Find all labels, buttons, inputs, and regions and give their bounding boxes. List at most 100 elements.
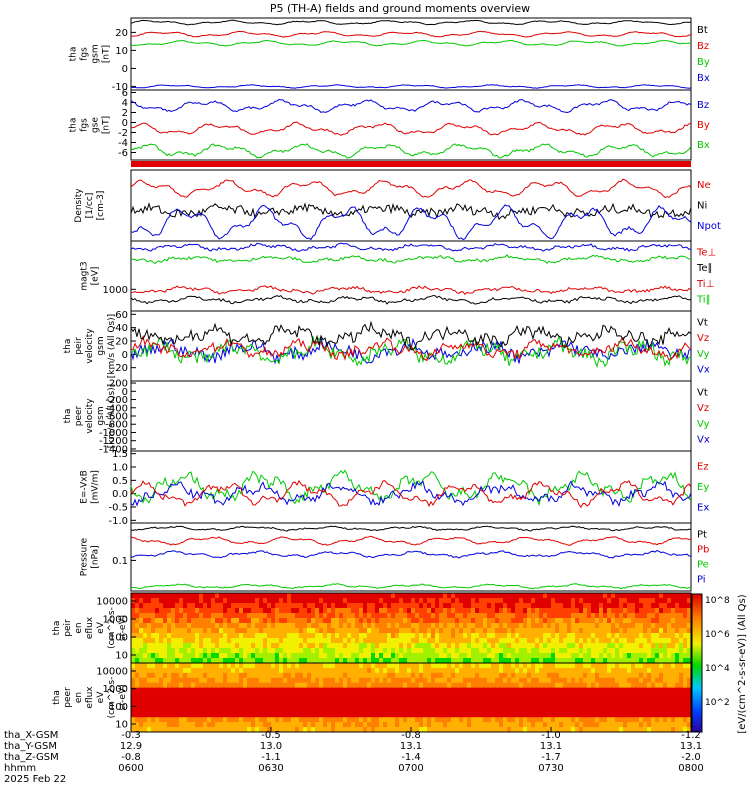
heatmap-cell <box>359 618 364 624</box>
heatmap-cell <box>167 722 172 728</box>
heatmap-cell <box>531 692 536 698</box>
heatmap-cell <box>159 643 164 649</box>
heatmap-cell <box>383 692 388 698</box>
heatmap-cell <box>371 682 376 688</box>
heatmap-cell <box>495 663 500 669</box>
heatmap-cell <box>439 712 444 718</box>
heatmap-cell <box>407 697 412 703</box>
y-axis-label: peir <box>63 619 73 637</box>
heatmap-cell <box>307 682 312 688</box>
heatmap-cell <box>359 687 364 693</box>
heatmap-cell <box>179 702 184 708</box>
heatmap-cell <box>195 663 200 669</box>
heatmap-cell <box>299 663 304 669</box>
heatmap-cell <box>471 667 476 674</box>
heatmap-cell <box>351 672 356 679</box>
heatmap-cell <box>483 643 488 649</box>
heatmap-cell <box>407 677 412 684</box>
heatmap-cell <box>571 677 576 684</box>
series-line-Bz <box>130 98 692 114</box>
colorbar: 10^810^610^410^2 <box>691 593 730 733</box>
heatmap-cell <box>667 658 672 664</box>
heatmap-cell <box>151 653 156 659</box>
heatmap-cell <box>607 623 612 629</box>
heatmap-cell <box>635 722 640 728</box>
heatmap-cell <box>259 677 264 684</box>
heatmap-cell <box>243 648 248 654</box>
heatmap-cell <box>215 628 220 634</box>
heatmap-cell <box>375 608 380 614</box>
heatmap-cell <box>383 633 388 639</box>
heatmap-cell <box>667 672 672 679</box>
heatmap-cell <box>139 672 144 679</box>
heatmap-cell <box>671 648 676 654</box>
heatmap-cell <box>431 618 436 624</box>
colorbar-gradient <box>691 593 703 733</box>
heatmap-cell <box>459 658 464 664</box>
heatmap-cell <box>183 692 188 698</box>
heatmap-cell <box>539 613 544 619</box>
x-tick-label: 0630 <box>258 763 283 774</box>
heatmap-cell <box>563 697 568 703</box>
heatmap-cell <box>215 618 220 624</box>
heatmap-cell <box>335 618 340 624</box>
heatmap-cell <box>551 682 556 688</box>
heatmap-cell <box>335 603 340 609</box>
heatmap-cell <box>319 633 324 639</box>
heatmap-cell <box>503 697 508 703</box>
heatmap-cell <box>515 628 520 634</box>
heatmap-cell <box>219 672 224 679</box>
series-line-Pt <box>130 525 692 532</box>
heatmap-cell <box>295 643 300 649</box>
heatmap-cell <box>427 667 432 674</box>
heatmap-cell <box>191 613 196 619</box>
heatmap-cell <box>339 687 344 693</box>
heatmap-cell <box>479 643 484 649</box>
heatmap-cell <box>251 653 256 659</box>
heatmap-cell <box>135 692 140 698</box>
heatmap-cell <box>423 598 428 604</box>
heatmap-cell <box>187 603 192 609</box>
heatmap-cell <box>259 628 264 634</box>
heatmap-cell <box>499 663 504 669</box>
heatmap-cell <box>639 598 644 604</box>
heatmap-cell <box>551 638 556 644</box>
heatmap-cell <box>259 687 264 693</box>
heatmap-cell <box>151 707 156 713</box>
legend-entry: Pt <box>697 529 707 540</box>
heatmap-cell <box>523 722 528 728</box>
x-tick-label: -1.2 <box>681 730 701 741</box>
y-tick-label: 10 <box>115 46 128 57</box>
heatmap-cell <box>243 633 248 639</box>
heatmap-cell <box>551 687 556 693</box>
heatmap-cell <box>475 717 480 723</box>
heatmap-cell <box>419 633 424 639</box>
heatmap-cell <box>411 677 416 684</box>
heatmap-cell <box>283 682 288 688</box>
heatmap-cell <box>231 658 236 664</box>
heatmap-cell <box>367 727 372 733</box>
heatmap-cell <box>455 722 460 728</box>
heatmap-cell <box>507 608 512 614</box>
heatmap-cell <box>275 682 280 688</box>
heatmap-cell <box>603 707 608 713</box>
heatmap-cell <box>667 702 672 708</box>
heatmap-cell <box>347 653 352 659</box>
heatmap-cell <box>571 613 576 619</box>
y-axis-label: velocity <box>85 328 95 364</box>
heatmap-cell <box>627 603 632 609</box>
heatmap-cell <box>271 628 276 634</box>
heatmap-cell <box>507 643 512 649</box>
heatmap-cell <box>471 658 476 664</box>
heatmap-cell <box>263 603 268 609</box>
heatmap-cell <box>603 618 608 624</box>
heatmap-cell <box>251 598 256 604</box>
heatmap-cell <box>431 692 436 698</box>
heatmap-cell <box>531 722 536 728</box>
heatmap-cell <box>623 628 628 634</box>
heatmap-cell <box>131 658 136 664</box>
heatmap-cell <box>299 717 304 723</box>
heatmap-cell <box>131 717 136 723</box>
heatmap-cell <box>167 697 172 703</box>
heatmap-cell <box>139 727 144 733</box>
